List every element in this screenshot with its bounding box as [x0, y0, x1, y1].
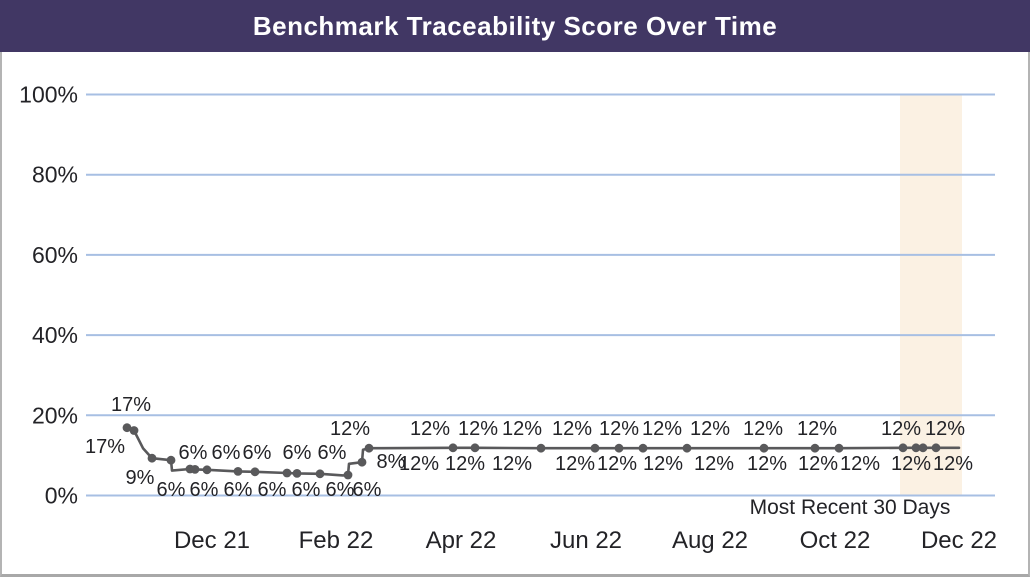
- chart-title: Benchmark Traceability Score Over Time: [252, 10, 778, 41]
- data-point-marker: [810, 443, 820, 453]
- chart-title-bar: Benchmark Traceability Score Over Time: [0, 0, 1030, 52]
- y-axis-tick-label: 40%: [32, 322, 78, 348]
- data-point-marker: [233, 467, 243, 476]
- data-point-marker: [357, 457, 367, 467]
- data-point-marker: [931, 443, 941, 453]
- data-point-label: 6%: [318, 442, 347, 464]
- data-point-label: 12%: [445, 453, 485, 475]
- data-point-marker: [129, 426, 139, 435]
- data-point-label: 12%: [797, 418, 837, 440]
- data-point-label: 8%: [377, 451, 406, 473]
- data-point-label: 12%: [599, 418, 639, 440]
- data-point-label: 12%: [690, 418, 730, 440]
- data-point-label: 12%: [747, 453, 787, 475]
- y-axis-tick-label: 60%: [32, 242, 78, 268]
- data-point-marker: [448, 443, 458, 453]
- data-point-marker: [147, 453, 157, 463]
- data-point-marker: [250, 467, 260, 477]
- data-point-label: 12%: [798, 453, 838, 475]
- data-point-label: 6%: [326, 479, 355, 501]
- data-point-marker: [918, 443, 928, 453]
- data-point-label: 6%: [179, 442, 208, 464]
- data-point-marker: [759, 443, 769, 453]
- data-point-marker: [590, 443, 600, 453]
- data-point-marker: [536, 443, 546, 453]
- data-point-label: 12%: [840, 453, 880, 475]
- recent-30-days-label: Most Recent 30 Days: [750, 496, 951, 519]
- data-point-label: 12%: [555, 453, 595, 475]
- data-point-label: 6%: [292, 479, 321, 501]
- data-point-label: 12%: [933, 453, 973, 475]
- data-point-marker: [364, 443, 374, 453]
- y-axis-tick-label: 0%: [45, 483, 78, 509]
- data-point-label: 12%: [458, 418, 498, 440]
- data-point-marker: [315, 469, 325, 479]
- data-point-marker: [343, 470, 353, 480]
- data-point-marker: [911, 443, 921, 453]
- data-point-label: 12%: [502, 418, 542, 440]
- data-point-marker: [638, 443, 648, 453]
- data-point-label: 12%: [552, 418, 592, 440]
- data-point-marker: [682, 443, 692, 453]
- data-point-label: 12%: [743, 418, 783, 440]
- data-point-label: 12%: [891, 453, 931, 475]
- data-point-marker: [166, 455, 176, 465]
- data-point-label: 12%: [642, 418, 682, 440]
- data-point-marker: [834, 443, 844, 453]
- y-axis-tick-label: 20%: [32, 402, 78, 428]
- x-axis-tick-label: Dec 21: [174, 527, 250, 554]
- data-point-label: 12%: [399, 453, 439, 475]
- x-axis-tick-label: Aug 22: [672, 527, 748, 554]
- data-point-marker: [202, 465, 212, 475]
- x-axis-tick-label: Jun 22: [550, 527, 622, 554]
- data-point-label: 12%: [643, 453, 683, 475]
- recent-30-days-band: [900, 94, 962, 496]
- data-point-label: 12%: [694, 453, 734, 475]
- data-point-marker: [190, 465, 200, 474]
- data-point-marker: [470, 443, 480, 453]
- data-point-marker: [292, 469, 302, 478]
- data-point-label: 6%: [258, 479, 287, 501]
- x-axis-tick-label: Oct 22: [800, 527, 871, 554]
- data-point-label: 6%: [157, 479, 186, 501]
- x-axis-tick-label: Feb 22: [299, 527, 374, 554]
- data-point-label: 12%: [410, 418, 450, 440]
- data-point-label: 17%: [111, 394, 151, 416]
- data-point-marker: [122, 423, 132, 433]
- data-point-label: 12%: [597, 453, 637, 475]
- x-axis-tick-label: Dec 22: [921, 527, 997, 554]
- y-axis-tick-label: 80%: [32, 162, 78, 188]
- data-point-label: 12%: [492, 453, 532, 475]
- data-point-label: 6%: [190, 479, 219, 501]
- data-point-label: 6%: [212, 442, 241, 464]
- data-point-label: 9%: [126, 467, 155, 489]
- data-point-label: 6%: [224, 479, 253, 501]
- y-axis-tick-label: 100%: [19, 82, 78, 108]
- data-point-label: 6%: [243, 442, 272, 464]
- data-point-label: 12%: [925, 418, 965, 440]
- data-point-label: 12%: [330, 418, 370, 440]
- data-point-label: 12%: [881, 418, 921, 440]
- data-point-marker: [898, 443, 908, 453]
- data-point-label: 17%: [85, 436, 125, 458]
- data-point-label: 6%: [283, 442, 312, 464]
- x-axis-tick-label: Apr 22: [426, 527, 497, 554]
- data-point-marker: [282, 468, 292, 478]
- data-point-marker: [614, 443, 624, 453]
- data-point-label: 6%: [353, 479, 382, 501]
